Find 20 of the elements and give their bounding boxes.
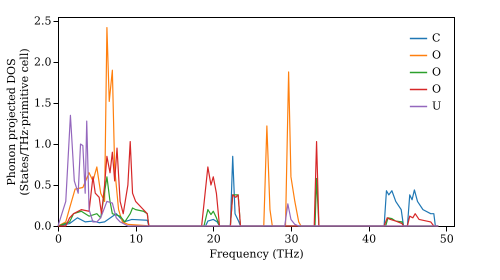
x-tick-label: 30: [284, 232, 298, 246]
x-tick-label: 0: [55, 232, 62, 246]
x-axis-title: Frequency (THz): [209, 248, 304, 260]
y-tick-label: 1.0: [34, 138, 52, 151]
y-tick-label: 1.5: [34, 96, 52, 110]
y-axis-title: Phonon projected DOS (States/THz·primitive cell): [5, 48, 32, 196]
x-tick-label: 40: [362, 232, 376, 246]
y-tick-label: 0.5: [34, 178, 52, 192]
x-tick-label: 10: [129, 232, 144, 246]
x-tick-label: 20: [206, 232, 221, 246]
y-tick-label: 2.5: [34, 14, 52, 28]
legend-label: O: [432, 82, 442, 96]
y-tick-label: 2.0: [34, 56, 52, 69]
legend-label: O: [432, 66, 442, 78]
line-series: [57, 114, 440, 227]
legend-label: U: [432, 100, 442, 112]
legend-label: C: [432, 32, 440, 44]
legend-label: O: [432, 48, 442, 62]
y-tick-label: 0.0: [34, 220, 52, 232]
x-tick-label: 50: [440, 232, 454, 246]
